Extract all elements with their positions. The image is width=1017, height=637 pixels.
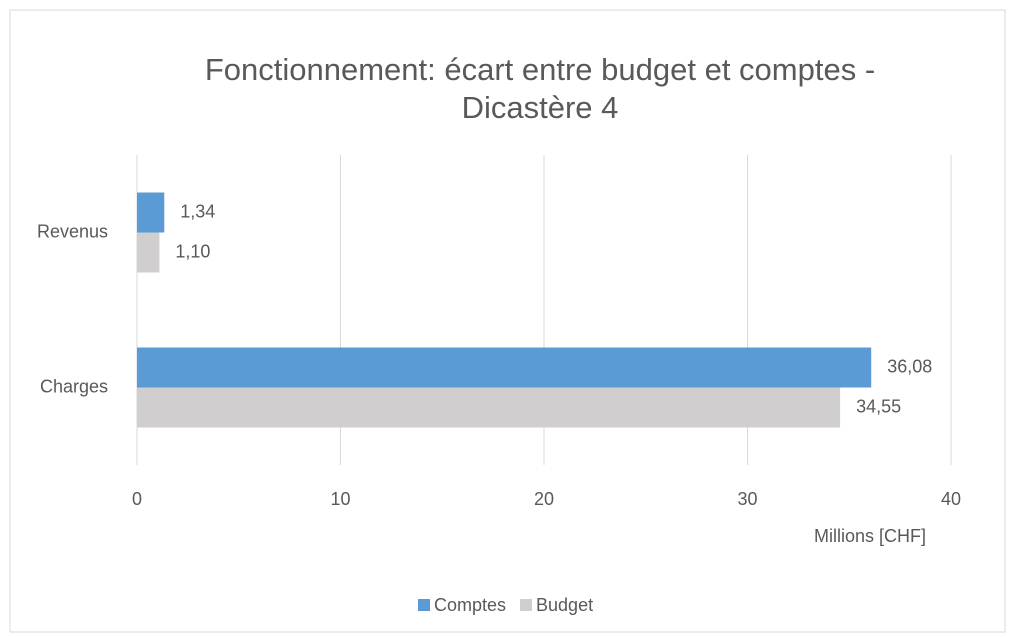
x-tick-label: 0 [132, 489, 142, 509]
x-tick-label: 10 [330, 489, 350, 509]
bar [137, 347, 872, 388]
x-axis-label: Millions [CHF] [814, 526, 926, 546]
y-tick-label: Charges [40, 376, 108, 396]
chart-border [9, 9, 1006, 633]
y-tick-label: Revenus [37, 221, 108, 241]
legend-swatch [520, 599, 533, 611]
legend-swatch [418, 599, 430, 611]
x-tick-label: 20 [534, 489, 554, 509]
bar [137, 192, 165, 233]
data-label: 1,10 [175, 241, 210, 261]
x-tick-label: 40 [941, 489, 961, 509]
chart-title: Fonctionnement: écart entre budget et co… [205, 52, 875, 87]
chart-subtitle: Dicastère 4 [462, 90, 619, 125]
bar [137, 387, 841, 428]
legend-label: Budget [536, 595, 593, 615]
data-label: 34,55 [856, 396, 901, 416]
x-tick-label: 30 [737, 489, 757, 509]
legend-label: Comptes [434, 595, 506, 615]
bar [137, 232, 160, 273]
data-label: 1,34 [180, 201, 215, 221]
data-label: 36,08 [887, 356, 932, 376]
